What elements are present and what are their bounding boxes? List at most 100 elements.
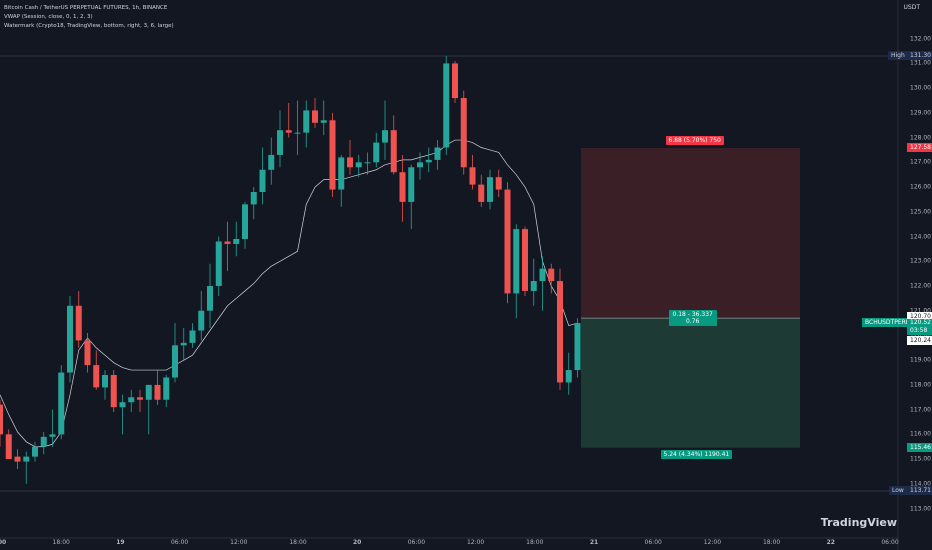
watermark-legend[interactable]: Watermark (Crypto18, TradingView, bottom… [4,23,174,29]
candle-body [425,159,432,163]
price-tick: 115.00 [910,455,931,463]
time-tick: 12:00 [466,539,485,546]
candle-body [215,241,222,286]
low-value: 113.71 [907,486,932,495]
time-tick: 06:00 [644,539,662,546]
candle-body [294,132,301,134]
candle-body [93,365,100,388]
price-tick: 125.00 [910,208,931,216]
price-tick: 113.00 [910,505,931,513]
candle-body [320,120,327,123]
time-tick: 00 [0,539,7,546]
time-tick: 18:00 [526,539,544,546]
candle-body [530,281,537,291]
high-label: High [888,51,908,60]
candle-body [460,98,467,168]
target-price-tag: 115.46 [907,442,932,452]
time-tick: 12:00 [703,539,722,546]
candle-body [504,189,511,294]
candle-body [224,241,231,244]
candle-body [312,110,318,123]
candle-body [399,172,406,202]
candle-body [189,330,196,343]
stop-price-tag: 127.58 [907,142,932,152]
time-tick: 12:00 [230,539,248,546]
candle-body [443,63,450,148]
candle-body [40,436,47,447]
price-tick: 119.00 [910,356,931,364]
price-tick: 121.00 [910,307,931,315]
current-price-tag: 120.52 03:58 [907,318,932,335]
time-tick: 06:00 [881,539,899,546]
price-tick: 116.00 [910,430,931,438]
price-tick: 126.00 [910,183,931,191]
candle-body [513,229,520,294]
price-axis[interactable]: 132.00 131.00 130.00 129.00 128.00 127.00 126.… [898,0,932,538]
lower-price-tag: 120.24 [907,335,932,345]
candle-body [495,177,502,190]
time-tick: 06:00 [170,539,189,546]
candle-body [180,342,187,346]
candle-body [574,323,581,371]
time-tick: 18:00 [52,539,70,546]
candle-body [110,375,117,408]
chart-legend: Bitcoin Cash / TetherUS PERPETUAL FUTURE… [4,4,174,31]
time-tick: 18:00 [762,539,781,546]
candle-body [417,162,423,168]
candle-body [347,157,353,168]
candle-body [303,110,310,133]
stop-loss-zone [581,147,800,319]
candle-body [233,239,240,244]
price-tick: 120.00 [910,332,931,339]
candle-body [469,167,476,185]
candle-body [557,281,563,383]
price-tick: 129.00 [910,109,931,117]
candle-body [23,456,30,462]
position-ratio: 0.76 [685,318,700,326]
time-tick: 18:00 [289,539,307,546]
candle-body [565,370,572,383]
candle-body [102,375,108,388]
high-value: 131.30 [907,51,932,60]
candle-body [382,130,388,143]
price-tick: 128.00 [910,134,931,142]
price-tick: 123.00 [910,257,931,265]
candle-body [539,268,546,282]
time-tick: 20 [353,539,362,546]
candle-body [49,434,56,437]
candle-body [198,310,205,331]
low-label: Low [889,486,907,495]
candle-body [452,63,458,99]
symbol-legend[interactable]: Bitcoin Cash / TetherUS PERPETUAL FUTURE… [4,5,168,11]
current-price: 120.52 [910,318,931,326]
price-tick: 131.00 [910,59,931,67]
candle-body [14,456,21,462]
candle-body [434,147,441,160]
candle-body [67,305,73,373]
candle-body [355,162,362,168]
candle-body [338,157,345,190]
candle-body [285,130,292,133]
position-label[interactable]: 0.18 - 36.337 0.76 [668,310,717,327]
candle-body [329,120,336,190]
vwap-legend[interactable]: VWAP (Session, close, 0, 1, 2, 3) [4,14,93,20]
candle-body [75,305,82,341]
take-profit-zone [581,318,800,448]
candle-body [548,268,555,282]
candle-body [145,384,152,400]
candle-body [408,167,415,202]
candle-body [154,384,161,400]
candle-body [522,229,528,291]
price-tick: 132.00 [910,35,931,43]
candle-body [390,130,397,173]
candle-body [373,142,380,163]
time-tick: 19 [116,539,125,546]
take-profit-label: 5.24 (4.34%) 1190.41 [660,449,733,459]
candle-body [128,397,135,403]
candle-body [268,154,275,170]
price-tick: 124.00 [910,233,931,241]
candle-body [5,434,12,460]
candle-body [32,446,38,457]
candle-body [84,340,91,366]
